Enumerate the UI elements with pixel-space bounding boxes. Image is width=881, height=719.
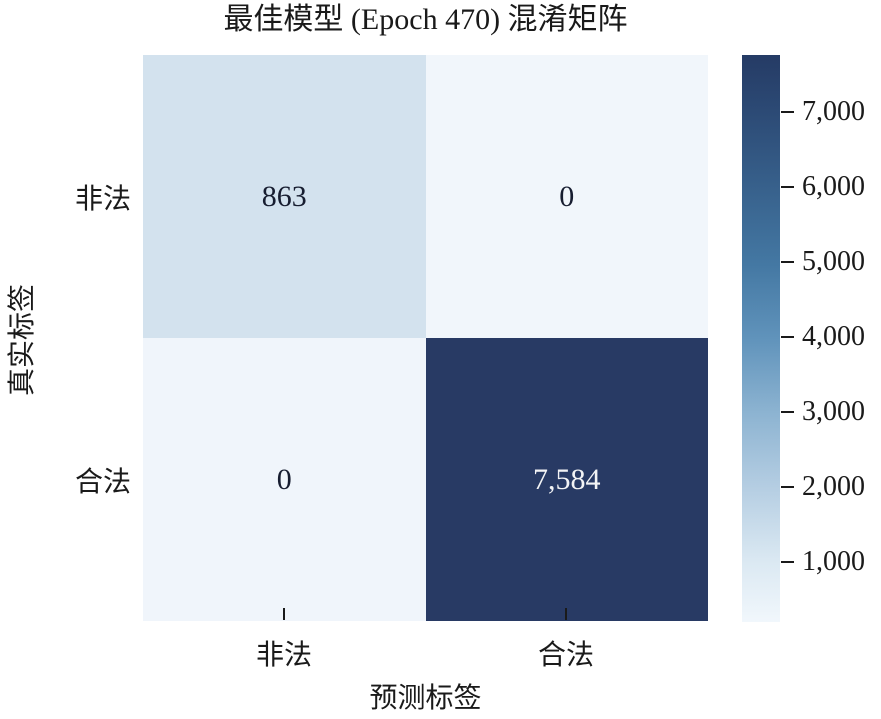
colorbar-tickmark-6000 <box>781 186 794 188</box>
y-tick-label-illegal: 非法 <box>74 184 131 215</box>
colorbar-tickmark-2000 <box>781 486 794 488</box>
colorbar-tick-label: 3,000 <box>802 396 865 427</box>
y-axis-label: 真实标签 <box>7 283 38 397</box>
y-tick-label-legal: 合法 <box>74 467 131 498</box>
colorbar-tickmark-1000 <box>781 561 794 563</box>
heatmap-cell-true-illegal-pred-legal: 0 <box>425 55 708 338</box>
colorbar-tick-label: 6,000 <box>802 171 865 202</box>
x-tick-label-illegal: 非法 <box>255 640 313 671</box>
chart-title: 最佳模型 (Epoch 470) 混淆矩阵 <box>223 3 628 36</box>
heatmap-cell-true-legal-pred-legal: 7,584 <box>425 338 708 621</box>
colorbar-tickmark-3000 <box>781 411 794 413</box>
heatmap-cell-true-illegal-pred-illegal: 863 <box>143 55 426 338</box>
colorbar-tickmark-7000 <box>781 111 794 113</box>
colorbar-tick-label: 2,000 <box>802 471 865 502</box>
heatmap-grid: 863 0 0 7,584 <box>143 55 708 621</box>
colorbar-tickmark-5000 <box>781 261 794 263</box>
x-tick-label-legal: 合法 <box>537 640 595 671</box>
colorbar-tick-label: 4,000 <box>802 321 865 352</box>
colorbar-tick-label: 7,000 <box>802 96 865 127</box>
colorbar-tick-label: 5,000 <box>802 246 865 277</box>
heatmap-cell-true-legal-pred-illegal: 0 <box>143 338 426 621</box>
colorbar <box>742 55 780 622</box>
x-axis-label: 预测标签 <box>369 683 482 714</box>
x-tickmark-legal <box>565 608 567 620</box>
x-tickmark-illegal <box>283 608 285 620</box>
colorbar-tickmark-4000 <box>781 336 794 338</box>
colorbar-tick-label: 1,000 <box>802 546 865 577</box>
